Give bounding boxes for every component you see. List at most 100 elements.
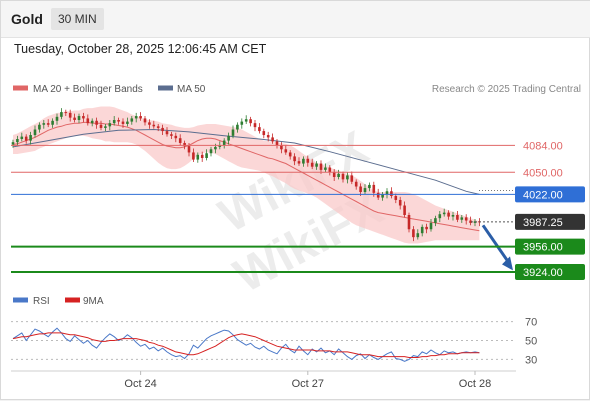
candle [82,112,85,123]
candle-body [170,134,173,136]
candle [368,182,371,192]
candle-body [451,215,455,217]
candle [319,160,323,174]
candle [407,212,411,233]
candle-body [46,123,50,125]
candle-body [253,123,257,128]
candle [385,188,389,199]
level-badge: 4022.00 [515,186,585,203]
candle [434,215,437,227]
candle [456,211,459,223]
candle [262,128,266,139]
candle-body [192,152,195,160]
main-plot [11,106,513,271]
candle-body [306,158,310,163]
candle-body [376,192,380,198]
candle-body [51,120,54,125]
candle [306,155,310,167]
symbol-title: Gold [11,11,43,27]
candle [253,120,257,132]
candle-body [178,138,182,143]
candle-body [425,226,428,230]
x-tick-label: Oct 28 [459,378,491,390]
candle [420,224,424,237]
candle [284,145,288,155]
candle [60,108,63,120]
candle [55,113,59,125]
candle-body [130,118,134,122]
candle-body [205,153,208,158]
candle-body [372,184,376,193]
candle-body [302,158,305,164]
candle [174,132,178,143]
candle [231,125,235,139]
ma20-legend-label: MA 20 + Bollinger Bands [33,84,143,95]
candle [112,116,116,126]
candle-body [332,172,336,177]
candle-body [429,222,433,230]
candle-body [249,119,252,124]
candle-body [341,173,345,180]
candle [99,120,103,131]
candle-body [152,124,156,127]
candle-body [262,131,266,136]
candle-body [38,124,41,130]
candle [275,139,279,149]
candle-body [469,220,472,223]
candle [249,116,252,127]
candle [332,169,336,181]
candle-body [227,135,230,141]
candle-body [464,217,468,221]
candle-body [271,137,274,142]
candle-body [60,112,63,117]
level-badge-bg [515,213,585,230]
candle [266,131,270,142]
timeframe-button[interactable]: 30 MIN [51,8,104,30]
candle-body [200,154,204,158]
candle [121,118,125,128]
candle [429,218,433,232]
candle [337,169,340,180]
candle-body [90,120,94,124]
candle-body [143,118,147,123]
candle-body [236,124,239,130]
candle-body [121,121,125,124]
candle [412,226,415,242]
candle-body [77,116,81,120]
candle-body [20,136,24,139]
ma50-legend-label: MA 50 [177,84,206,95]
candle [324,163,327,173]
candle-body [24,136,28,141]
candle-body [328,167,332,173]
level-label: 4022.00 [523,189,563,201]
candle [346,172,349,184]
candle [390,187,393,199]
candle [394,193,398,204]
candle-body [390,191,393,196]
candle [328,165,332,176]
candle [77,113,81,124]
candle-body [112,120,116,124]
candle [341,171,345,183]
candle-body [324,167,327,170]
candle-body [293,156,296,162]
candle [46,119,50,128]
level-label: 4050.00 [523,167,563,179]
candle-body [381,194,384,198]
candle-body [68,112,72,118]
candle-body [218,145,222,147]
candle-body [337,173,340,177]
candle-body [403,205,406,215]
candle [297,157,301,166]
candle-body [438,214,442,219]
candle-body [460,217,464,220]
candle [156,123,160,132]
candle [354,179,358,190]
candle-body [275,141,279,146]
candle-body [86,118,90,124]
candle [86,114,90,126]
candle-body [297,161,301,164]
candle [42,120,46,129]
candle [196,152,200,163]
